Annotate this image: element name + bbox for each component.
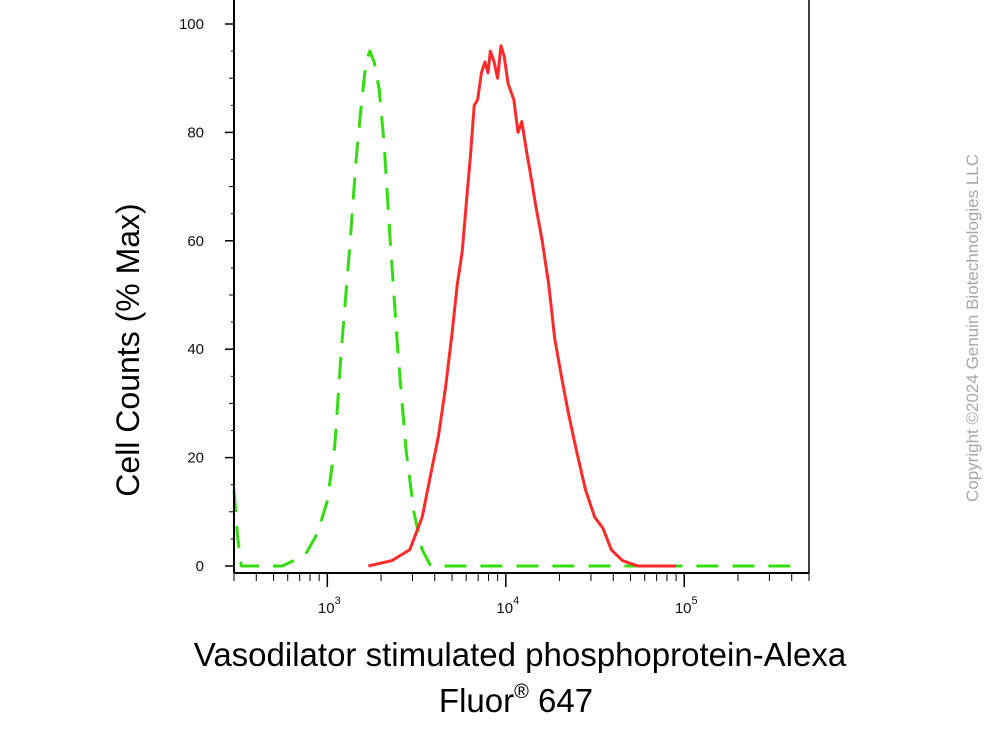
- y-tick-label: 40: [187, 341, 204, 358]
- series-line-2: [368, 44, 677, 568]
- x-axis-title-line2: Fluor® 647: [439, 681, 593, 719]
- x-axis-title-line2-base: Fluor: [439, 682, 514, 719]
- y-axis-title: Cell Counts (% Max): [110, 203, 146, 496]
- copyright-watermark: Copyright ©2024 Genuin Biotechnologies L…: [963, 154, 982, 502]
- y-tick-label: 0: [196, 558, 204, 575]
- axes: 0 20 40 60 80 100 103 104 105: [179, 0, 810, 617]
- y-tick-label: 20: [187, 450, 204, 467]
- series-line-1: [232, 49, 801, 568]
- x-axis-title-line2-sup: ®: [514, 681, 529, 703]
- x-tick-label: 103: [318, 595, 341, 617]
- series-curves: [232, 44, 801, 568]
- x-axis-title-line1: Vasodilator stimulated phosphoprotein-Al…: [194, 636, 847, 673]
- y-tick-label: 100: [179, 16, 204, 33]
- y-tick-label: 60: [187, 233, 204, 250]
- x-axis-title-line2-rest: 647: [529, 682, 593, 719]
- x-tick-label: 104: [496, 595, 519, 617]
- x-tick-label: 105: [675, 595, 698, 617]
- y-tick-label: 80: [187, 124, 204, 141]
